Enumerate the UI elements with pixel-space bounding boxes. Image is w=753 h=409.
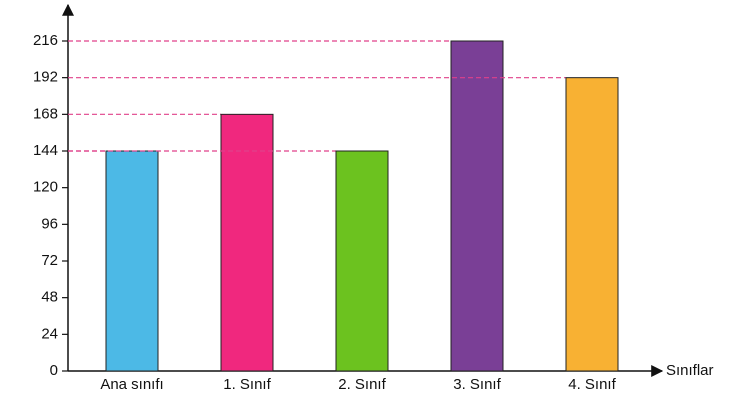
y-tick-label: 24 [41,325,58,342]
y-tick-label: 120 [33,179,58,196]
x-tick-label: 4. Sınıf [568,376,616,393]
bar [105,150,159,372]
bar [565,77,619,372]
x-tick-label: 3. Sınıf [453,376,501,393]
y-tick-label: 96 [41,215,58,232]
x-tick-label: Ana sınıfı [100,376,163,393]
y-tick-label: 192 [33,69,58,86]
x-tick-label: 1. Sınıf [223,376,271,393]
bar [220,113,274,372]
y-tick-label: 216 [33,32,58,49]
y-tick-label: 72 [41,252,58,269]
bar [335,150,389,372]
y-tick-label: 168 [33,105,58,122]
y-tick-label: 144 [33,142,58,159]
y-tick-label: 0 [50,362,58,379]
bar [450,40,504,372]
y-tick-label: 48 [41,289,58,306]
x-tick-label: 2. Sınıf [338,376,386,393]
x-axis-label: Sınıflar [666,362,714,379]
